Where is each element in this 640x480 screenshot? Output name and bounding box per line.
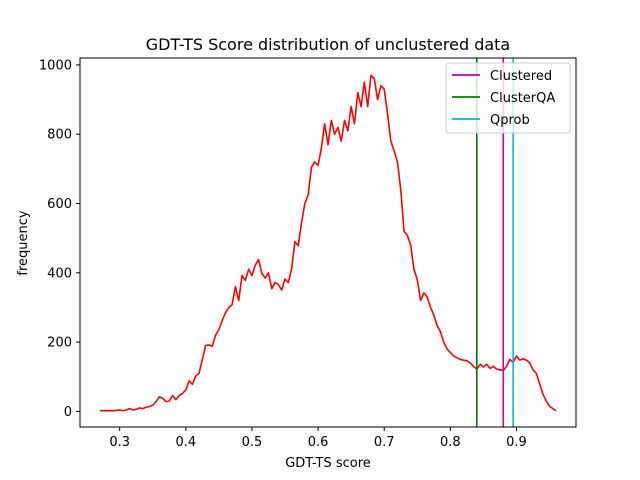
x-tick-label: 0.8 [440, 435, 461, 450]
x-tick-label: 0.3 [109, 435, 130, 450]
x-tick-label: 0.6 [308, 435, 329, 450]
y-axis-label: frequency [16, 210, 31, 276]
legend-label-clusterqa: ClusterQA [490, 91, 555, 106]
y-tick-label: 600 [47, 197, 72, 212]
x-tick-label: 0.5 [242, 435, 263, 450]
x-tick-label: 0.4 [175, 435, 196, 450]
series-line-0 [99, 74, 557, 412]
y-tick-label: 800 [47, 128, 72, 143]
y-tick-label: 400 [47, 266, 72, 281]
legend: Clustered ClusterQA Qprob [445, 62, 571, 134]
legend-label-qprob: Qprob [490, 113, 530, 128]
y-axis: 0 200 400 600 800 1000 [39, 58, 80, 420]
axes-frame [79, 57, 577, 428]
x-axis-label: GDT-TS score [285, 456, 371, 471]
x-tick-label: 0.7 [374, 435, 395, 450]
y-tick-label: 200 [47, 336, 72, 351]
x-axis: 0.3 0.4 0.5 0.6 0.7 0.8 0.9 [109, 427, 527, 450]
x-tick-label: 0.9 [506, 435, 527, 450]
chart-title: GDT-TS Score distribution of unclustered… [146, 35, 510, 54]
legend-label-clustered: Clustered [490, 69, 552, 84]
legend-box [445, 62, 571, 134]
y-tick-label: 1000 [39, 58, 72, 73]
y-tick-label: 0 [64, 405, 72, 420]
